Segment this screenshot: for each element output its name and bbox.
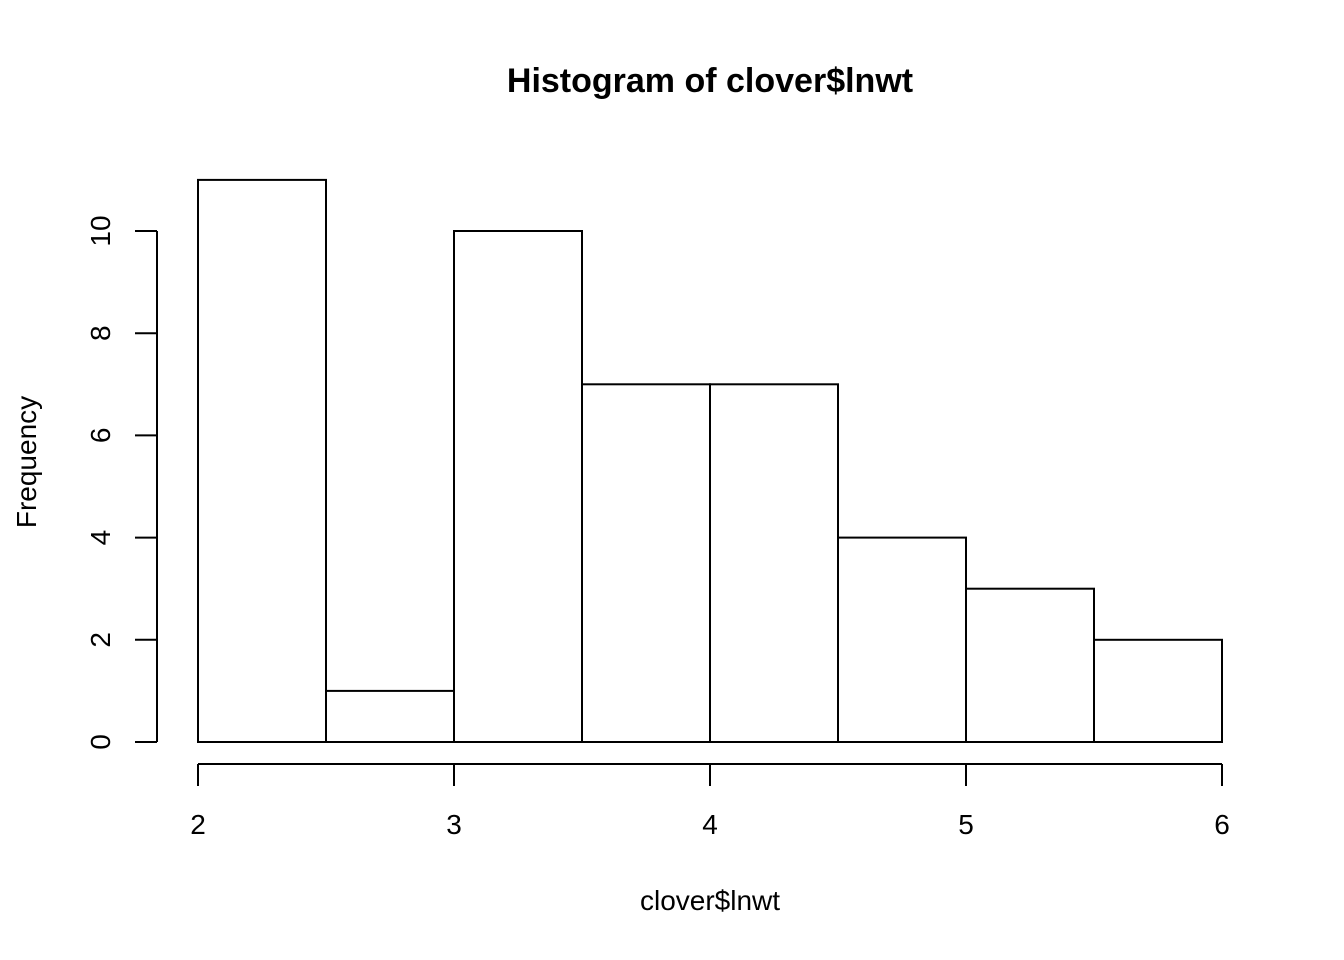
- y-axis: 0 2 4 6 8 10: [85, 215, 158, 750]
- y-axis-label: Frequency: [11, 396, 42, 528]
- y-tick-label: 2: [85, 632, 116, 648]
- histogram-bar: [581, 383, 711, 743]
- histogram-bar: [837, 536, 967, 743]
- bars-group: [197, 178, 1223, 744]
- y-tick-label: 0: [85, 734, 116, 750]
- histogram-bar: [1093, 638, 1223, 743]
- y-tick-label: 4: [85, 530, 116, 546]
- x-tick-label: 3: [446, 809, 462, 840]
- histogram-bar: [709, 383, 839, 743]
- y-tick-label: 8: [85, 325, 116, 341]
- histogram-bar: [325, 689, 455, 744]
- histogram-bar: [965, 587, 1095, 744]
- y-tick-label: 10: [85, 215, 116, 246]
- y-tick-label: 6: [85, 428, 116, 444]
- x-axis: 2 3 4 5 6: [190, 763, 1230, 840]
- x-tick-label: 4: [702, 809, 718, 840]
- x-tick-label: 6: [1214, 809, 1230, 840]
- x-tick-label: 2: [190, 809, 206, 840]
- x-tick-label: 5: [958, 809, 974, 840]
- x-axis-label: clover$lnwt: [640, 885, 780, 916]
- histogram-bar: [453, 230, 583, 743]
- chart-title: Histogram of clover$lnwt: [507, 62, 913, 100]
- histogram-bar: [197, 178, 327, 743]
